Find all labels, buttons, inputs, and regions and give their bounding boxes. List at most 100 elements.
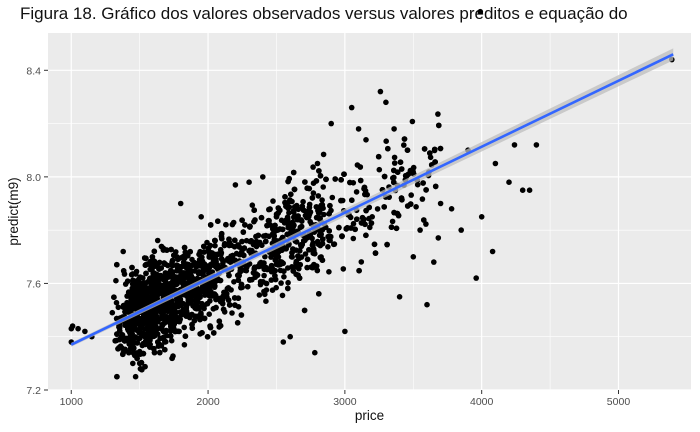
data-point — [225, 297, 232, 303]
data-point — [489, 248, 496, 255]
data-point — [133, 287, 140, 293]
x-tick-label: 4000 — [470, 396, 494, 408]
x-tick-label: 5000 — [607, 396, 631, 408]
data-point — [242, 222, 248, 228]
data-point — [130, 321, 137, 327]
data-point — [229, 252, 236, 259]
data-point — [232, 257, 238, 264]
data-point — [404, 147, 411, 153]
data-point — [141, 280, 147, 286]
data-point — [326, 234, 333, 241]
data-point — [436, 122, 442, 129]
data-point — [130, 277, 136, 284]
data-point — [232, 237, 238, 244]
data-point — [533, 142, 540, 148]
data-point — [120, 351, 126, 358]
data-point — [196, 251, 202, 258]
data-point — [159, 307, 165, 313]
data-point — [181, 342, 188, 348]
trend-line-group — [70, 48, 674, 347]
data-point — [372, 250, 379, 256]
data-point — [235, 242, 241, 248]
data-point — [199, 284, 205, 291]
data-point — [164, 314, 170, 320]
data-point — [169, 273, 176, 280]
data-point — [280, 339, 287, 345]
data-point — [149, 254, 156, 260]
data-point — [277, 207, 283, 214]
data-point — [356, 267, 362, 274]
data-point — [146, 320, 152, 326]
data-point — [424, 301, 430, 308]
data-point — [423, 187, 429, 193]
data-point — [253, 271, 259, 277]
data-point — [195, 299, 201, 305]
data-point — [75, 325, 81, 332]
data-point — [168, 246, 174, 253]
data-point — [225, 285, 232, 291]
data-point — [130, 360, 136, 367]
data-point — [391, 126, 397, 132]
data-point — [177, 296, 184, 303]
data-point — [118, 334, 125, 340]
data-point — [315, 193, 322, 199]
data-point — [210, 260, 216, 266]
data-point — [290, 208, 297, 214]
data-point — [362, 191, 368, 198]
data-point — [316, 291, 322, 297]
data-point — [312, 349, 318, 356]
data-point — [218, 251, 224, 258]
data-point — [272, 267, 278, 274]
data-point — [205, 245, 212, 252]
data-point — [156, 273, 162, 279]
data-point — [272, 257, 279, 264]
data-point — [349, 197, 355, 203]
data-point — [125, 289, 132, 296]
data-point — [369, 214, 376, 220]
data-point — [393, 225, 400, 232]
data-point — [355, 126, 362, 132]
trend-line — [70, 53, 674, 346]
data-point — [239, 238, 245, 245]
data-point — [328, 120, 335, 127]
data-point — [279, 247, 285, 253]
data-point — [258, 214, 265, 221]
data-point — [396, 294, 403, 300]
data-point — [169, 257, 176, 264]
data-point — [397, 159, 404, 165]
data-point — [506, 179, 512, 185]
data-point — [384, 241, 390, 248]
data-point — [139, 366, 145, 373]
data-point — [212, 242, 218, 249]
data-point — [391, 179, 397, 186]
data-point — [199, 271, 206, 278]
data-point — [347, 179, 353, 186]
data-point — [289, 264, 295, 270]
data-point — [185, 297, 192, 304]
data-point — [293, 258, 300, 265]
data-point — [327, 202, 333, 209]
data-point — [492, 160, 499, 167]
data-point — [158, 243, 165, 250]
data-point — [154, 305, 161, 311]
data-point — [114, 261, 120, 268]
data-point — [342, 328, 348, 335]
data-point — [133, 271, 139, 277]
y-axis-title: predict(m9) — [6, 177, 21, 245]
data-point — [307, 209, 314, 215]
data-point — [126, 349, 132, 356]
data-point — [260, 279, 266, 285]
data-point — [226, 302, 233, 308]
data-point — [182, 333, 189, 340]
data-point — [388, 224, 395, 230]
data-point — [170, 283, 176, 289]
data-point — [284, 214, 291, 221]
data-point — [201, 302, 207, 309]
data-point — [178, 310, 185, 317]
data-point — [389, 218, 396, 225]
data-point — [115, 346, 121, 352]
data-point — [232, 182, 239, 188]
data-point — [131, 345, 137, 351]
data-point — [114, 373, 120, 380]
